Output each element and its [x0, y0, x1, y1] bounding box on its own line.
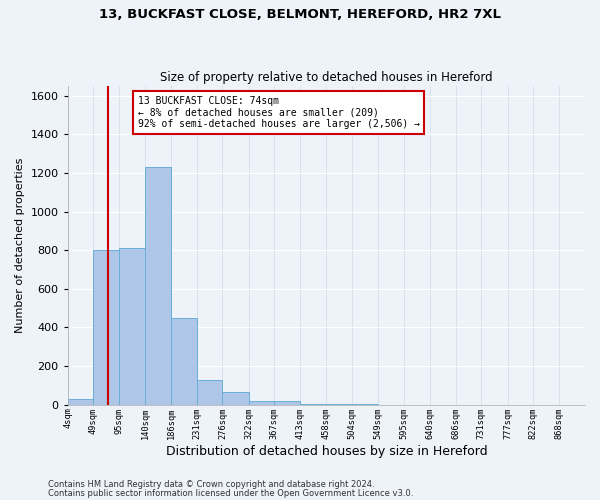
Title: Size of property relative to detached houses in Hereford: Size of property relative to detached ho…: [160, 70, 493, 84]
Text: 13 BUCKFAST CLOSE: 74sqm
← 8% of detached houses are smaller (209)
92% of semi-d: 13 BUCKFAST CLOSE: 74sqm ← 8% of detache…: [137, 96, 419, 129]
Text: 13, BUCKFAST CLOSE, BELMONT, HEREFORD, HR2 7XL: 13, BUCKFAST CLOSE, BELMONT, HEREFORD, H…: [99, 8, 501, 20]
X-axis label: Distribution of detached houses by size in Hereford: Distribution of detached houses by size …: [166, 444, 487, 458]
Bar: [248, 401, 274, 404]
Bar: [197, 380, 223, 404]
Y-axis label: Number of detached properties: Number of detached properties: [15, 158, 25, 333]
Bar: [274, 401, 301, 404]
Bar: [119, 248, 145, 404]
Bar: [223, 392, 248, 404]
Bar: [145, 167, 171, 404]
Bar: [68, 399, 94, 404]
Bar: [94, 250, 119, 404]
Text: Contains public sector information licensed under the Open Government Licence v3: Contains public sector information licen…: [48, 489, 413, 498]
Bar: [171, 318, 197, 404]
Text: Contains HM Land Registry data © Crown copyright and database right 2024.: Contains HM Land Registry data © Crown c…: [48, 480, 374, 489]
